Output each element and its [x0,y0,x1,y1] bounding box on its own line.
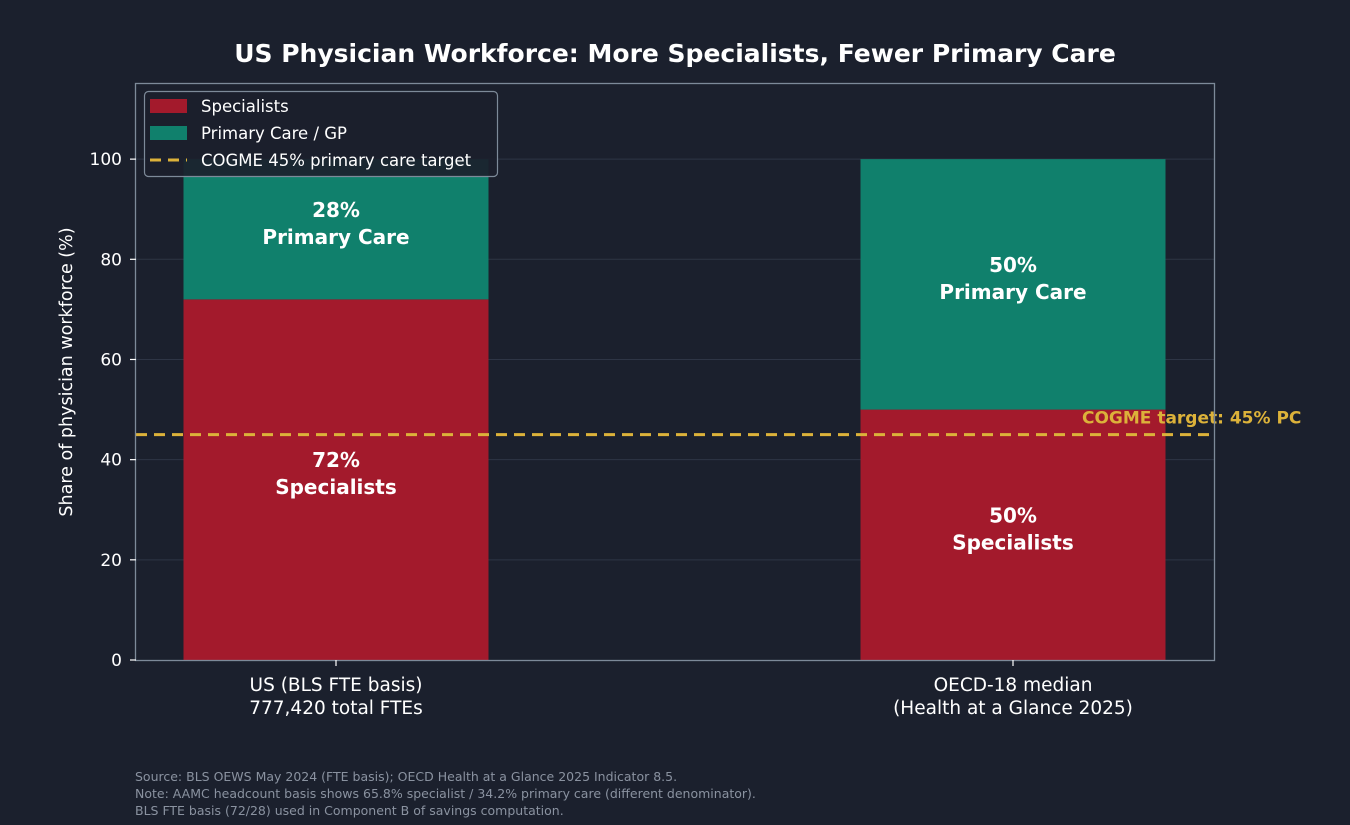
x-tick-label: OECD-18 median (Health at a Glance 2025) [893,675,1133,719]
basis-line: BLS FTE basis (72/28) used in Component … [135,803,564,818]
x-tick-label: US (BLS FTE basis) 777,420 total FTEs [249,675,423,719]
stacked-bar-chart: US Physician Workforce: More Specialists… [57,39,1301,719]
legend-swatch [150,99,187,113]
legend-frame [143,90,499,178]
source-line: Source: BLS OEWS May 2024 (FTE basis); O… [135,769,678,784]
y-tick-label: 60 [100,350,122,370]
legend-label: Specialists [201,97,289,116]
y-tick-label: 0 [111,651,122,671]
legend: Specialists Primary Care / GP COGME 45% pr… [143,90,499,178]
x-axis: US (BLS FTE basis) 777,420 total FTEs OECD… [249,660,1133,719]
data-label: 50% Primary Care [939,253,1086,304]
legend-label: Primary Care / GP [201,124,347,143]
reference-annotation: COGME target: 45% PC [1082,409,1301,429]
chart-title: US Physician Workforce: More Specialists… [234,39,1116,68]
data-label: 50% Specialists [952,503,1074,554]
reference-line: COGME target: 45% PC [136,409,1301,437]
y-tick-label: 40 [100,451,122,471]
y-tick-label: 100 [90,150,122,170]
note-line: Note: AAMC headcount basis shows 65.8% s… [135,786,756,801]
data-label: 28% Primary Care [262,198,409,249]
legend-label: COGME 45% primary care target [201,151,472,170]
y-axis: 0 20 40 60 80 100 [90,150,136,671]
legend-swatch [150,126,187,140]
plot-frame [134,82,1216,662]
bar-segment [183,159,489,300]
bar-segment [183,299,489,660]
bar-segment [860,409,1166,660]
bars: 72% Specialists 28% Primary Care 50% Speciali… [183,159,1166,660]
data-label: 72% Specialists [275,448,397,499]
bar-segment [860,159,1166,410]
y-axis-label: Share of physician workforce (%) [57,227,77,516]
y-tick-label: 20 [100,551,122,571]
y-tick-label: 80 [100,250,122,270]
source-notes: Source: BLS OEWS May 2024 (FTE basis); O… [135,768,756,819]
